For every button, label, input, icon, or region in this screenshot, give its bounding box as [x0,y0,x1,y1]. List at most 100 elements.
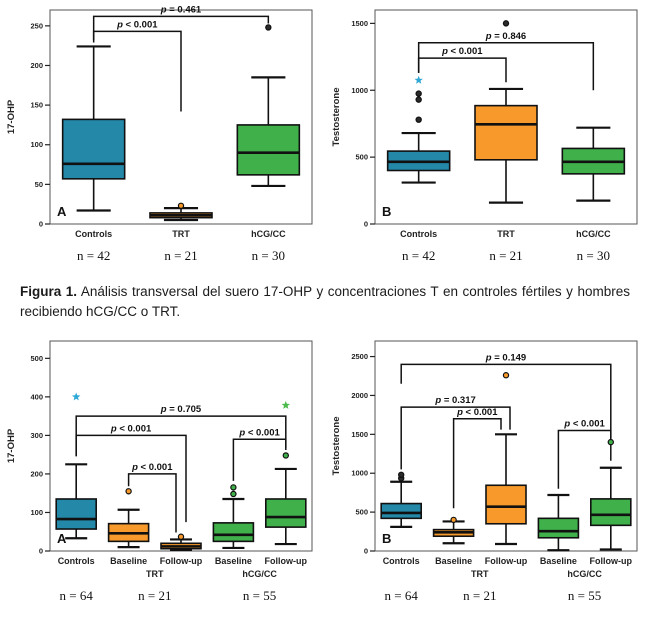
boxplot-testosterone-longitudinal: 0 500 1000 1500 2000 2500 Testosterone p < 0.00… [331,340,638,603]
svg-text:2000: 2000 [351,390,368,399]
svg-text:0: 0 [364,220,368,229]
svg-text:300: 300 [30,430,43,439]
svg-text:p = 0.846: p = 0.846 [485,31,526,42]
outlier-star [72,392,81,400]
svg-text:150: 150 [30,101,43,110]
svg-text:2500: 2500 [351,352,368,361]
svg-text:n = 55: n = 55 [243,588,276,603]
svg-text:400: 400 [30,392,43,401]
svg-text:50: 50 [35,180,43,189]
svg-text:p < 0.001: p < 0.001 [131,461,173,472]
outlier-star [414,75,423,84]
svg-text:p < 0.001: p < 0.001 [116,19,158,30]
svg-text:1000: 1000 [351,468,368,477]
svg-text:200: 200 [30,61,43,70]
outlier-dot [230,483,237,491]
svg-text:Baseline: Baseline [540,556,577,566]
svg-text:B: B [382,531,391,546]
svg-text:p < 0.001: p < 0.001 [238,427,280,438]
svg-text:Follow-up: Follow-up [265,556,308,566]
svg-text:1500: 1500 [351,19,368,28]
svg-text:TRT: TRT [471,569,489,579]
svg-text:n = 30: n = 30 [252,248,285,263]
svg-text:Follow-up: Follow-up [160,556,203,566]
svg-text:p < 0.001: p < 0.001 [110,423,152,434]
outlier-dot [607,438,614,445]
outlier-dot [415,90,422,97]
top-figure-row: 0 50 100 150 200 250 17-OHP p < 0.001 p = 0.461 A… [0,0,650,266]
svg-text:200: 200 [30,469,43,478]
svg-text:n = 42: n = 42 [402,248,435,263]
svg-text:17-OHP: 17-OHP [6,428,17,463]
svg-text:TRT: TRT [172,229,190,239]
svg-text:500: 500 [355,153,368,162]
svg-text:Controls: Controls [75,229,112,239]
svg-text:17-OHP: 17-OHP [6,99,17,134]
svg-text:p < 0.001: p < 0.001 [441,46,483,57]
bottom-figure-row: 0 100 200 300 400 500 17-OHP p < 0.001 p < 0.001… [0,333,650,605]
panel-b-bottom-container: 0 500 1000 1500 2000 2500 Testosterone p < 0.00… [325,333,650,605]
svg-text:100: 100 [30,507,43,516]
panel-a-top-container: 0 50 100 150 200 250 17-OHP p < 0.001 p = 0.461 A… [0,0,325,266]
svg-text:p = 0.461: p = 0.461 [160,4,202,15]
outlier-dot [450,516,457,523]
svg-text:Baseline: Baseline [215,556,252,566]
outlier-dot [265,24,272,31]
svg-text:0: 0 [364,546,368,555]
svg-text:Baseline: Baseline [110,556,147,566]
svg-text:0: 0 [39,546,43,555]
svg-text:n = 55: n = 55 [568,588,601,603]
svg-text:1000: 1000 [351,86,368,95]
outlier-dot [125,487,132,494]
boxplot-17ohp-longitudinal: 0 100 200 300 400 500 17-OHP p < 0.001 p < 0.001… [6,340,313,603]
svg-text:p = 0.149: p = 0.149 [485,352,526,363]
svg-text:Testosterone: Testosterone [331,416,342,475]
svg-text:B: B [382,204,391,219]
svg-text:p < 0.001: p < 0.001 [456,406,498,417]
outlier-dot [415,116,422,123]
caption-label: Figura 1. [20,284,78,299]
outlier-dot [397,471,405,478]
outlier-dot [282,451,289,459]
svg-text:A: A [57,204,67,219]
caption-text: Análisis transversal del suero 17-OHP y … [20,284,630,320]
svg-text:A: A [57,531,67,546]
panel-b-top-container: 0 500 1000 1500 Testosterone p < 0.001 p = 0.8… [325,0,650,266]
svg-text:n = 21: n = 21 [138,588,171,603]
svg-text:Follow-up: Follow-up [590,556,633,566]
svg-text:n = 30: n = 30 [577,248,610,263]
outlier-dot [177,533,185,540]
svg-text:1500: 1500 [351,429,368,438]
svg-text:100: 100 [30,140,43,149]
svg-text:Follow-up: Follow-up [485,556,528,566]
svg-text:Baseline: Baseline [435,556,472,566]
figure-caption: Figura 1. Análisis transversal del suero… [20,282,630,323]
svg-text:hCG/CC: hCG/CC [576,229,611,239]
svg-text:n = 64: n = 64 [60,588,94,603]
outlier-dot [415,96,422,103]
svg-text:Controls: Controls [383,556,420,566]
svg-text:p = 0.317: p = 0.317 [434,395,475,406]
outlier-dot [177,202,185,209]
svg-text:n = 21: n = 21 [489,248,522,263]
outlier-dot [230,490,237,497]
svg-text:n = 21: n = 21 [463,588,496,603]
svg-text:Controls: Controls [58,556,95,566]
svg-text:n = 64: n = 64 [385,588,419,603]
svg-text:Controls: Controls [400,229,437,239]
svg-text:hCG/CC: hCG/CC [242,569,277,579]
svg-text:Testosterone: Testosterone [331,88,342,147]
outlier-dot [502,20,510,27]
svg-text:500: 500 [355,507,368,516]
outlier-star [281,400,290,409]
svg-text:n = 42: n = 42 [77,248,110,263]
svg-text:hCG/CC: hCG/CC [251,229,286,239]
svg-text:p < 0.001: p < 0.001 [563,418,605,429]
outlier-dot [502,371,510,378]
svg-text:hCG/CC: hCG/CC [567,569,602,579]
svg-text:n = 21: n = 21 [164,248,197,263]
svg-text:0: 0 [39,220,43,229]
